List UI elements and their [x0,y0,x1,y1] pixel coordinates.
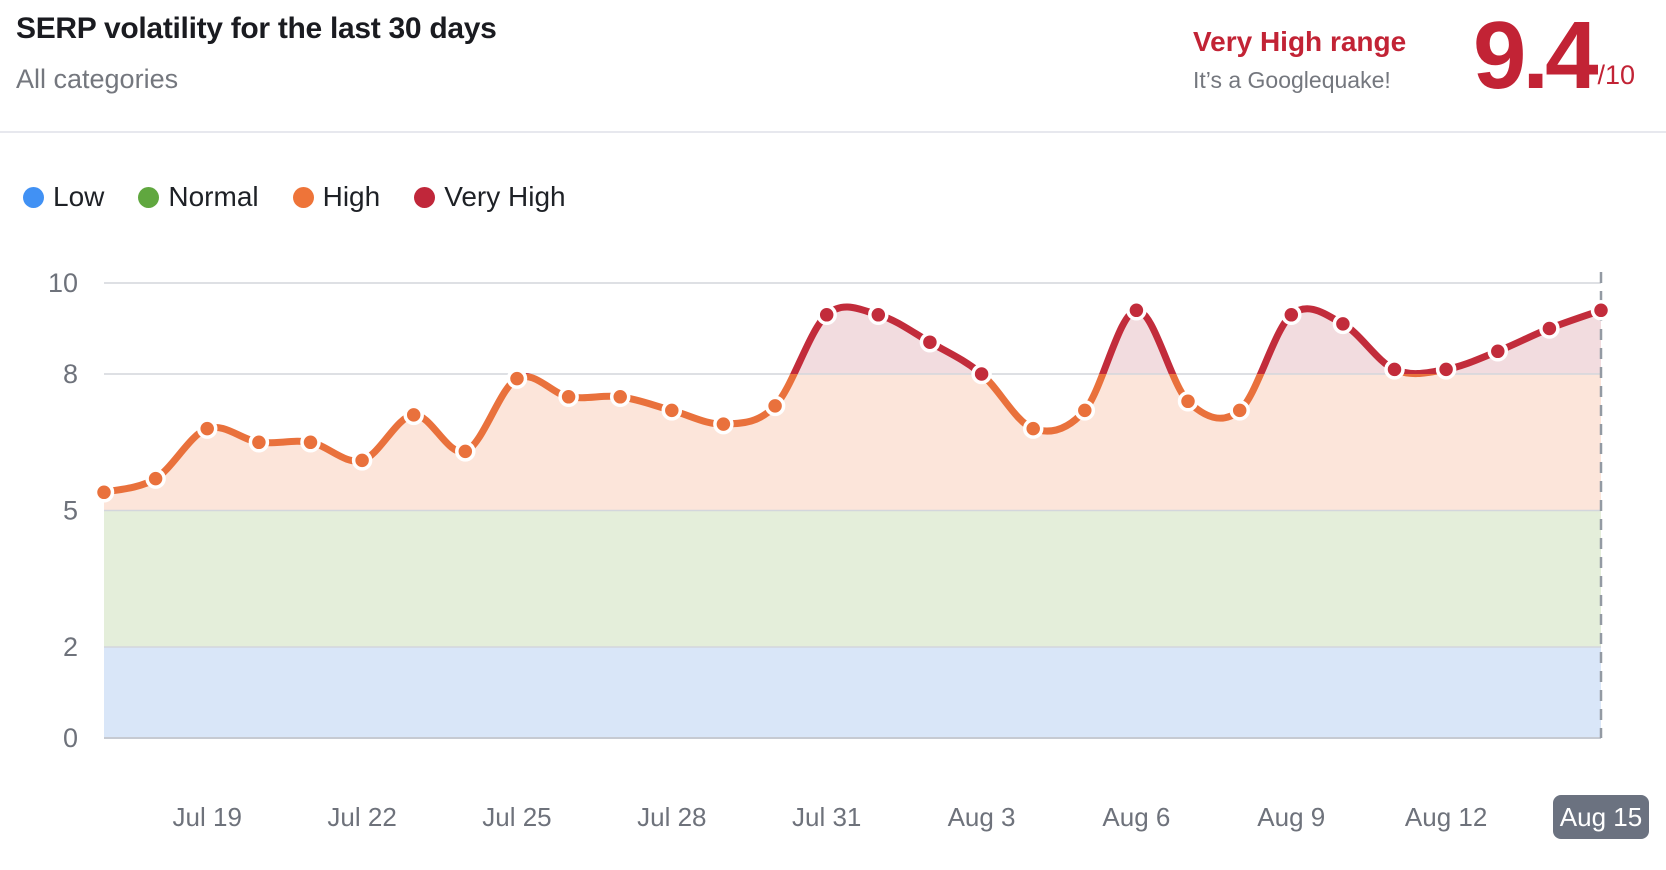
x-tick-label: Aug 12 [1405,802,1487,832]
area-high [104,306,1601,511]
x-tick-label: Aug 9 [1257,802,1325,832]
data-point[interactable]: Jul 19: 6.8 [196,418,218,439]
y-tick-label: 2 [63,632,78,662]
x-tick-label: Jul 28 [637,802,706,832]
legend-dot-icon [414,186,436,208]
data-point[interactable]: Jul 17: 5.4 [93,482,115,503]
legend-label: High [322,181,381,212]
data-point[interactable]: Jul 27: 7.5 [609,386,631,408]
page-title: SERP volatility for the last 30 days [16,12,497,45]
x-tick-label: Jul 22 [327,802,396,832]
data-point[interactable]: Aug 12: 8.1 [1435,359,1457,380]
band-low [104,647,1601,738]
data-point[interactable]: Aug 10: 9.1 [1332,313,1354,335]
area-very-high [794,306,1601,374]
data-point[interactable]: Aug 3: 8 [971,363,992,385]
data-point[interactable]: Aug 2: 8.7 [919,331,941,353]
data-point[interactable]: Aug 9: 9.3 [1281,304,1302,326]
data-point[interactable]: Aug 8: 7.2 [1229,400,1250,421]
data-point[interactable]: Aug 11: 8.1 [1384,359,1405,380]
score-value: 9.4 [1473,2,1598,109]
data-point[interactable]: Jul 21: 6.5 [300,432,321,453]
data-point[interactable]: Jul 25: 7.9 [506,368,528,389]
chart-legend: Low Normal High Very High [23,181,566,213]
data-point[interactable]: Jul 29: 6.9 [713,413,734,435]
legend-label: Low [53,181,105,212]
x-tick-label: Jul 25 [482,802,551,832]
data-point[interactable]: Aug 1: 9.3 [868,304,889,326]
x-tick-label: Jul 19 [173,802,242,832]
band-normal [104,510,1601,647]
data-point[interactable]: Aug 5: 7.2 [1074,400,1096,421]
x-tick-badge-current: Aug 15 [1553,795,1649,839]
legend-label: Normal [168,181,259,212]
legend-dot-icon [138,186,160,208]
legend-label: Very High [444,181,566,212]
data-point[interactable]: Aug 4: 6.8 [1022,418,1044,439]
y-tick-label: 5 [63,496,78,526]
legend-item-high: High [292,181,381,213]
data-point[interactable]: Jul 31: 9.3 [816,304,837,326]
x-tick-label: Jul 31 [792,802,861,832]
svg-text:Aug 15: Aug 15 [1560,802,1642,832]
data-point[interactable]: Jul 30: 7.3 [764,395,786,417]
range-note: It’s a Googlequake! [1193,67,1391,93]
data-point[interactable]: Jul 28: 7.2 [661,400,683,421]
x-tick-label: Aug 3 [948,802,1016,832]
y-tick-label: 0 [63,723,78,753]
data-point[interactable]: Aug 14: 9 [1539,318,1560,339]
y-tick-label: 10 [48,268,78,298]
legend-item-very-high: Very High [414,181,566,213]
range-label: Very High range [1193,26,1407,57]
data-point[interactable]: Jul 24: 6.3 [455,441,476,462]
legend-item-low: Low [23,181,104,213]
volatility-score-block: 9.4 /10 [1473,8,1635,104]
volatility-range-block: Very High range It’s a Googlequake! [1193,26,1406,94]
x-tick-label: Aug 6 [1102,802,1170,832]
legend-dot-icon [23,186,44,208]
data-point[interactable]: Aug 13: 8.5 [1487,341,1509,362]
header-divider [0,131,1666,133]
score-denominator: /10 [1597,60,1635,90]
data-point[interactable]: Jul 23: 7.1 [403,404,424,426]
y-tick-label: 8 [63,359,78,389]
legend-dot-icon [292,186,314,208]
data-point[interactable]: Jul 20: 6.5 [248,432,270,453]
data-point[interactable]: Aug 6: 9.4 [1126,300,1147,321]
category-filter-label: All categories [16,64,179,94]
data-point[interactable]: Aug 7: 7.4 [1177,391,1199,412]
data-point[interactable]: Aug 15: 9.4 [1590,300,1612,321]
data-point[interactable]: Jul 18: 5.7 [145,468,166,489]
data-point[interactable]: Jul 26: 7.5 [558,386,579,408]
legend-item-normal: Normal [138,181,259,213]
data-point[interactable]: Jul 22: 6.1 [351,450,373,471]
